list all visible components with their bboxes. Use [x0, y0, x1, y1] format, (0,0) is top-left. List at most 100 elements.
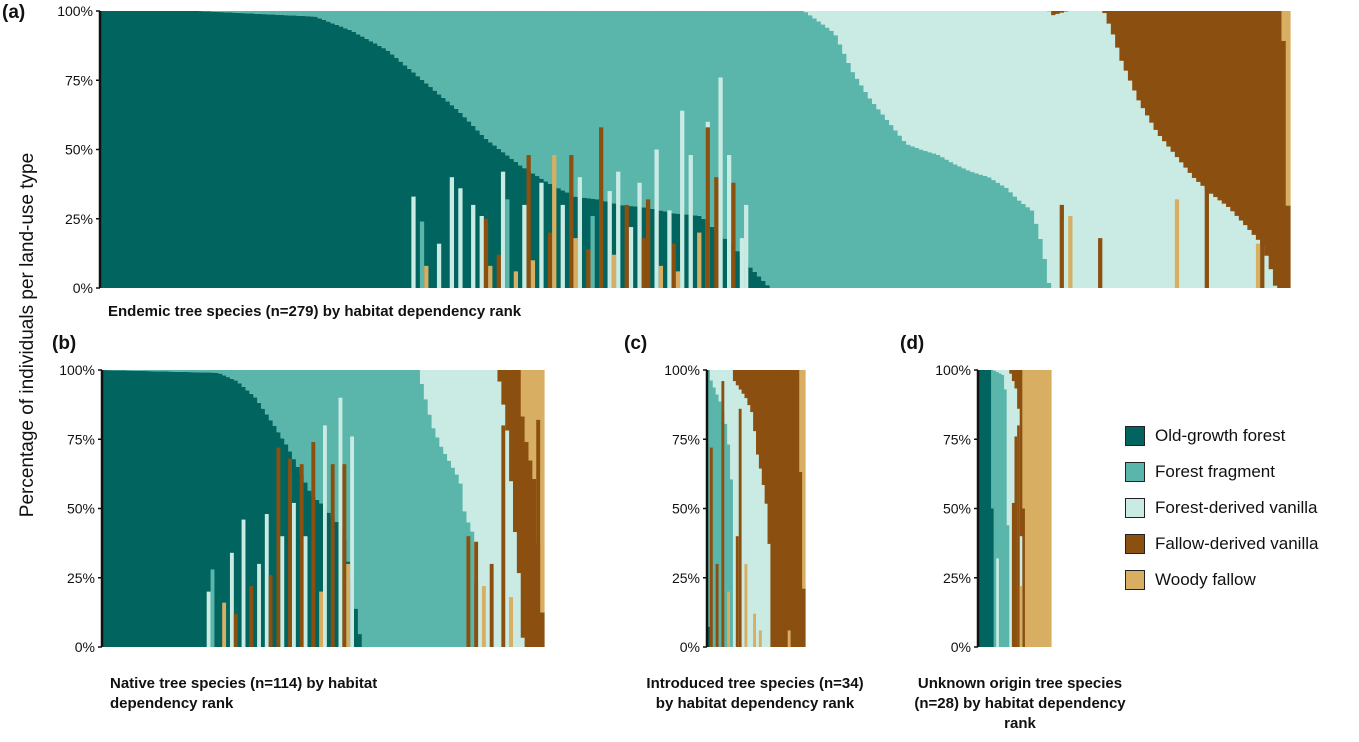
bar-og-139 [692, 215, 698, 288]
bar-fdv-100 [489, 370, 495, 647]
species-bar-25 [474, 541, 479, 647]
legend: Old-growth forest Forest fragment Forest… [1125, 418, 1318, 598]
bar-fdv-190 [910, 11, 916, 147]
legend-item-woody-fallow: Woody fallow [1125, 562, 1318, 598]
bar-fav-242 [1132, 11, 1138, 91]
bar-fav-10 [735, 370, 740, 386]
bar-og-83 [454, 108, 459, 288]
bar-ff-100 [526, 11, 532, 171]
caption-a: Endemic tree species (n=279) by habitat … [108, 303, 522, 320]
legend-label-old-growth: Old-growth forest [1155, 426, 1286, 445]
bar-og-60 [355, 34, 361, 288]
bar-og-0 [100, 11, 105, 288]
bar-fdv-245 [1144, 115, 1150, 289]
bar-fdv-260 [1208, 193, 1214, 288]
species-bar-10 [496, 254, 501, 288]
bar-fdv-270 [1251, 234, 1257, 288]
panel-letter-a: (a) [2, 2, 26, 23]
panel-a-bars: 0% 25% 50% 75% 100% [57, 3, 1291, 296]
bar-og-5 [121, 370, 126, 647]
bar-fav-104 [505, 370, 510, 431]
bar-fdv-223 [1051, 15, 1057, 289]
bar-fdv-169 [820, 11, 826, 25]
bar-fav-102 [497, 370, 502, 382]
y-tick-label-1-2: 50% [67, 501, 95, 517]
bar-fdv-203 [965, 11, 971, 171]
bar-fav-269 [1247, 11, 1253, 230]
species-bar-29 [616, 171, 621, 288]
bar-ff-219 [1034, 223, 1039, 288]
bar-ff-19 [175, 370, 181, 372]
bar-ff-170 [825, 27, 830, 288]
bar-og-155 [761, 280, 766, 288]
bar-fav-31 [796, 370, 800, 647]
bar-og-67 [385, 50, 391, 289]
bar-ff-27 [206, 370, 212, 373]
species-bar-17 [539, 182, 544, 288]
species-bar-32 [637, 182, 642, 288]
bar-og-12 [151, 11, 157, 288]
bar-ff-89 [479, 11, 485, 135]
bar-fdv-91 [454, 370, 460, 475]
bar-ff-74 [415, 11, 421, 77]
bar-ff-82 [419, 383, 425, 647]
species-bar-6 [471, 204, 476, 288]
bar-fdv-217 [1025, 11, 1031, 208]
bar-ff-118 [603, 11, 609, 202]
bar-fav-110 [528, 460, 533, 647]
bar-fdv-264 [1226, 206, 1231, 288]
species-bar-50 [744, 204, 749, 288]
bar-ff-205 [974, 173, 980, 288]
bar-ff-113 [581, 11, 587, 198]
species-bar-23 [350, 436, 355, 647]
bar-fav-32 [799, 471, 803, 647]
bar-ff-57 [343, 11, 348, 29]
species-bar-33 [641, 238, 646, 288]
bar-fav-253 [1179, 11, 1184, 163]
bar-fav-238 [1115, 11, 1120, 48]
bar-og-6 [125, 11, 131, 288]
bar-og-40 [270, 14, 276, 289]
bar-fav-268 [1243, 11, 1248, 226]
bar-fav-264 [1226, 11, 1231, 207]
bar-og-66 [381, 48, 387, 288]
bar-fdv-246 [1149, 122, 1155, 289]
bar-og-49 [309, 16, 314, 288]
bar-ff-48 [304, 11, 310, 17]
bar-fav-109 [524, 442, 530, 647]
species-bar-13 [513, 271, 518, 288]
bar-fdv-176 [850, 11, 856, 73]
bar-ff-34 [245, 11, 250, 14]
bar-fdv-108 [520, 637, 526, 647]
species-bar-52 [1059, 204, 1064, 288]
bar-ff-206 [978, 174, 984, 288]
bar-ff-88 [443, 453, 448, 647]
species-bar-2 [222, 602, 227, 647]
bar-fdv-210 [995, 11, 1001, 183]
bar-og-71 [402, 65, 408, 289]
species-bar-57 [1204, 127, 1209, 288]
bar-ff-102 [535, 11, 540, 177]
bar-ff-38 [262, 11, 267, 15]
legend-item-forest-fragment: Forest fragment [1125, 454, 1318, 490]
bar-ff-73 [411, 11, 417, 73]
bar-wf-111 [532, 370, 537, 479]
bar-fdv-195 [931, 11, 937, 154]
bar-og-3 [985, 370, 990, 647]
bar-og-28 [219, 12, 225, 289]
bar-fdv-105 [509, 481, 514, 647]
bar-fav-223 [1051, 11, 1057, 16]
bar-og-19 [181, 11, 186, 288]
bar-ff-187 [897, 135, 903, 288]
bar-fdv-82 [419, 370, 425, 384]
bar-fdv-171 [829, 11, 835, 31]
bar-fdv-89 [447, 370, 452, 461]
bar-wf-108 [520, 370, 526, 417]
legend-swatch-forest-derived-vanilla [1125, 498, 1145, 518]
caption-c: Introduced tree species (n=34) by habita… [646, 675, 864, 712]
bar-ff-62 [364, 11, 370, 39]
bar-wf-19 [1027, 370, 1031, 647]
bar-fav-241 [1127, 11, 1133, 81]
bar-fdv-101 [493, 370, 499, 647]
species-bar-17 [319, 591, 323, 647]
